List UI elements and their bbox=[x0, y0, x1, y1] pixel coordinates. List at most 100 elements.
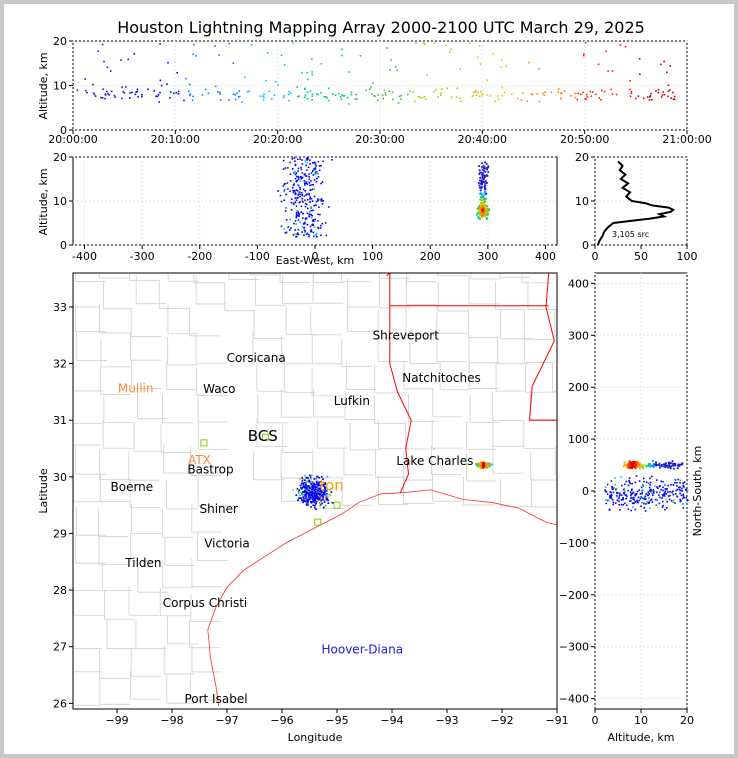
ns-source-point bbox=[631, 488, 633, 491]
map-source-point bbox=[314, 506, 316, 509]
ew-source-point bbox=[300, 166, 302, 169]
ew-source-point bbox=[311, 170, 314, 172]
map-source-point bbox=[326, 498, 329, 500]
map-xtick-label: −98 bbox=[160, 714, 183, 727]
time-source-point bbox=[189, 93, 192, 95]
time-source-point bbox=[400, 94, 402, 97]
time-source-point bbox=[342, 95, 345, 97]
ns-source-point bbox=[616, 499, 619, 502]
ew-source-point bbox=[295, 223, 297, 225]
ns-source-point bbox=[678, 488, 681, 491]
time-source-point bbox=[123, 92, 126, 94]
ew-source-point bbox=[479, 218, 481, 220]
ns-source-point bbox=[681, 463, 684, 466]
map-source-point bbox=[308, 493, 311, 496]
ns-source-point bbox=[647, 502, 650, 504]
map-source-point bbox=[312, 500, 315, 503]
ns-source-point bbox=[666, 488, 668, 490]
map-source-point bbox=[315, 501, 318, 503]
ns-source-point bbox=[641, 483, 644, 486]
time-source-point bbox=[563, 90, 566, 93]
ew-source-point bbox=[296, 232, 299, 234]
time-source-point bbox=[520, 99, 523, 101]
time-source-point bbox=[635, 97, 637, 100]
map-source-point bbox=[298, 497, 301, 500]
ew-source-point bbox=[299, 221, 301, 224]
ns-source-point bbox=[664, 488, 667, 490]
time-source-point bbox=[384, 92, 387, 94]
ew-panel-ylabel: Altitude, km bbox=[37, 168, 50, 235]
time-panel-xticks: 20:00:00 20:10:00 20:20:00 20:30:00 20:40:00… bbox=[48, 130, 712, 146]
ew-source-point bbox=[481, 199, 484, 201]
ew-source-point bbox=[297, 233, 300, 236]
time-source-point bbox=[136, 88, 139, 91]
time-source-point bbox=[169, 96, 171, 99]
ew-source-point bbox=[482, 172, 484, 174]
map-source-point bbox=[316, 493, 319, 495]
time-source-point bbox=[135, 91, 138, 93]
ew-source-point bbox=[308, 159, 311, 162]
ns-source-point bbox=[638, 480, 641, 482]
ns-source-point bbox=[628, 481, 631, 483]
time-source-point bbox=[400, 98, 402, 100]
map-source-point bbox=[322, 484, 325, 486]
map-source-point bbox=[319, 495, 322, 498]
ew-source-point bbox=[480, 186, 483, 188]
map-source-point bbox=[307, 495, 310, 497]
ns-ytick-label: 100 bbox=[568, 433, 589, 446]
ew-source-point bbox=[485, 162, 488, 165]
map-source-point bbox=[296, 487, 299, 490]
time-source-point bbox=[263, 96, 265, 99]
map-source-point bbox=[314, 485, 317, 488]
ew-source-point bbox=[482, 174, 485, 176]
ew-source-point bbox=[487, 213, 490, 215]
ns-source-point bbox=[650, 489, 652, 491]
time-source-point bbox=[104, 93, 107, 95]
ew-source-point bbox=[481, 162, 483, 165]
time-source-point bbox=[538, 67, 540, 70]
ew-source-point bbox=[295, 213, 298, 216]
map-source-point bbox=[317, 482, 319, 485]
map-label: Boerne bbox=[111, 480, 154, 494]
ns-source-point bbox=[680, 494, 683, 497]
time-source-point bbox=[348, 71, 351, 73]
ns-source-point bbox=[658, 462, 661, 465]
map-source-point bbox=[315, 483, 318, 486]
time-source-point bbox=[489, 95, 492, 97]
ns-source-point bbox=[639, 493, 642, 495]
ns-source-point bbox=[611, 498, 614, 501]
map-source-point bbox=[329, 494, 332, 497]
ew-source-point bbox=[296, 197, 298, 199]
map-source-point bbox=[487, 464, 489, 467]
ns-source-point bbox=[618, 503, 620, 506]
ew-source-point bbox=[310, 217, 313, 219]
ew-source-point bbox=[486, 205, 489, 208]
ew-source-point bbox=[483, 201, 486, 204]
ew-source-point bbox=[284, 232, 287, 234]
time-source-point bbox=[341, 48, 343, 51]
ew-source-point bbox=[301, 163, 304, 165]
ns-source-point bbox=[622, 465, 625, 468]
ew-source-point bbox=[282, 168, 285, 170]
ew-source-point bbox=[293, 203, 295, 205]
map-source-point bbox=[297, 496, 300, 499]
ns-source-point bbox=[642, 497, 644, 500]
time-source-point bbox=[638, 57, 641, 60]
ew-source-point bbox=[292, 202, 295, 205]
ew-source-point bbox=[480, 201, 482, 204]
ns-source-point bbox=[661, 500, 664, 503]
map-source-point bbox=[311, 490, 313, 493]
map-xtick-label: −96 bbox=[270, 714, 293, 727]
ns-source-point bbox=[626, 464, 629, 467]
map-source-point bbox=[304, 479, 306, 482]
time-source-point bbox=[341, 54, 343, 57]
plan-view-map-panel: Shreveport Corsicana Natchitoches Mullin Wac… bbox=[37, 272, 569, 744]
ew-source-point bbox=[308, 173, 310, 176]
ew-source-point bbox=[484, 208, 487, 210]
ew-source-point bbox=[310, 207, 312, 209]
ns-source-point bbox=[659, 484, 661, 487]
ew-source-point bbox=[309, 184, 311, 187]
time-source-point bbox=[450, 96, 453, 99]
map-source-point bbox=[302, 501, 305, 504]
map-source-point bbox=[295, 494, 298, 496]
